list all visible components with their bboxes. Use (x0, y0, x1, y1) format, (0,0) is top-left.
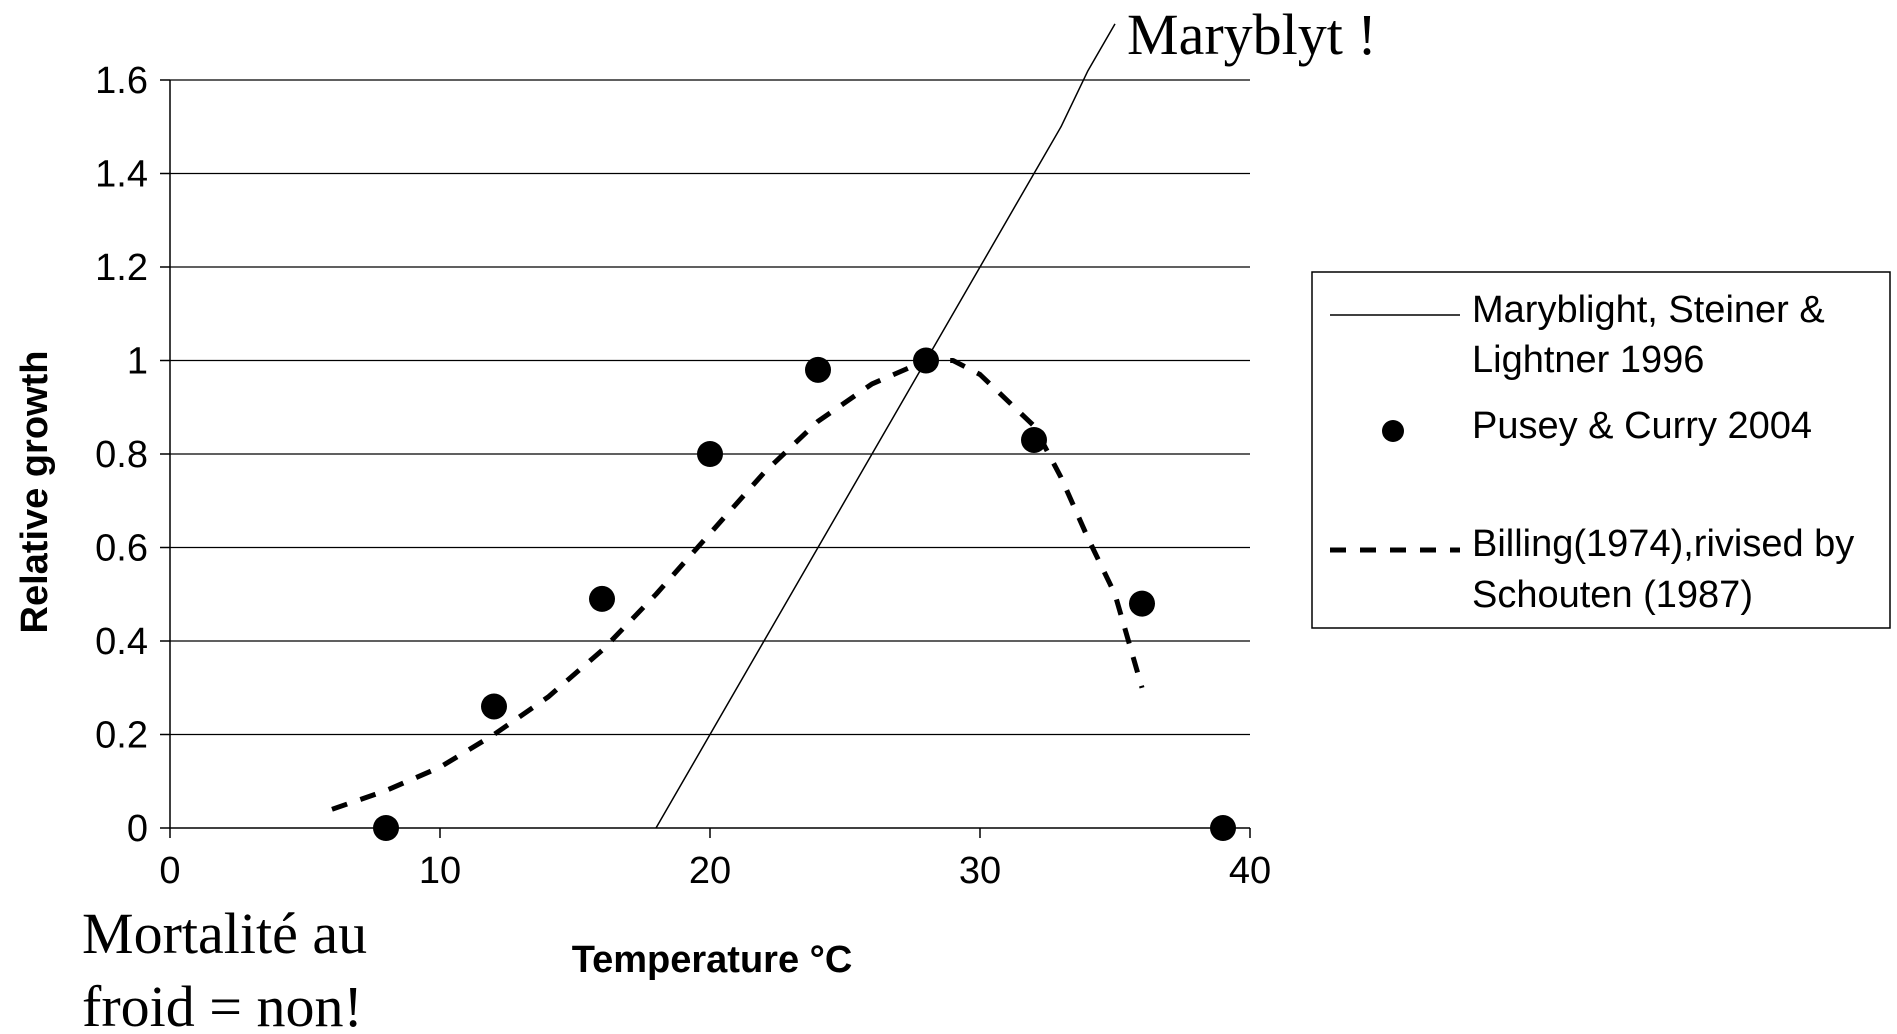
y-tick-label-1: 0.2 (95, 715, 148, 757)
y-axis-title: Relative growth (14, 351, 56, 634)
data-point-1-4 (805, 356, 831, 383)
x-tick-label-1: 10 (419, 850, 461, 892)
annotation-mortalite-line2: froid = non! (82, 974, 363, 1034)
annotation-mortalite-line1: Mortalité au (82, 901, 367, 966)
grid-lines (170, 79, 1250, 736)
data-point-1-8 (1210, 815, 1236, 841)
axes (160, 79, 1251, 838)
x-tick-label-2: 20 (689, 850, 731, 892)
y-tick-label-5: 1 (127, 341, 148, 383)
x-axis-title: Temperature °C (572, 939, 853, 981)
legend-swatch-marker (1382, 420, 1404, 442)
legend-label-maryblight-2: Lightner 1996 (1472, 339, 1704, 381)
series (331, 23, 1236, 841)
data-point-1-0 (373, 815, 399, 841)
y-tick-label-8: 1.6 (95, 60, 148, 102)
series-line-2 (331, 358, 1145, 812)
y-tick-label-0: 0 (127, 808, 148, 850)
y-tick-label-7: 1.4 (95, 154, 148, 196)
legend-box (1311, 271, 1891, 629)
x-tick-label-4: 40 (1229, 850, 1271, 892)
y-tick-label-2: 0.4 (95, 621, 148, 663)
data-point-1-6 (1021, 426, 1047, 453)
y-tick-label-6: 1.2 (95, 247, 148, 289)
data-point-1-2 (589, 585, 615, 612)
legend-label-maryblight-1: Maryblight, Steiner & (1472, 289, 1825, 331)
annotation-maryblyt: Maryblyt ! (1127, 2, 1377, 67)
y-tick-label-4: 0.8 (95, 434, 148, 476)
tick-labels: 0 0.2 0.4 0.6 0.8 1 1.2 1.4 1.6 0 10 20 30 40 (95, 60, 1271, 892)
legend-label-billing-1: Billing(1974),rivised by (1472, 523, 1854, 565)
legend-label-billing-2: Schouten (1987) (1472, 574, 1753, 616)
series-line-0 (655, 23, 1116, 829)
legend-label-pusey: Pusey & Curry 2004 (1472, 405, 1812, 447)
data-point-1-1 (481, 693, 507, 720)
y-tick-label-3: 0.6 (95, 528, 148, 570)
data-point-1-7 (1129, 590, 1155, 617)
x-tick-label-3: 30 (959, 850, 1001, 892)
legend: Maryblight, Steiner & Lightner 1996 Puse… (1311, 271, 1891, 629)
x-tick-label-0: 0 (159, 850, 180, 892)
data-point-1-3 (697, 441, 723, 467)
